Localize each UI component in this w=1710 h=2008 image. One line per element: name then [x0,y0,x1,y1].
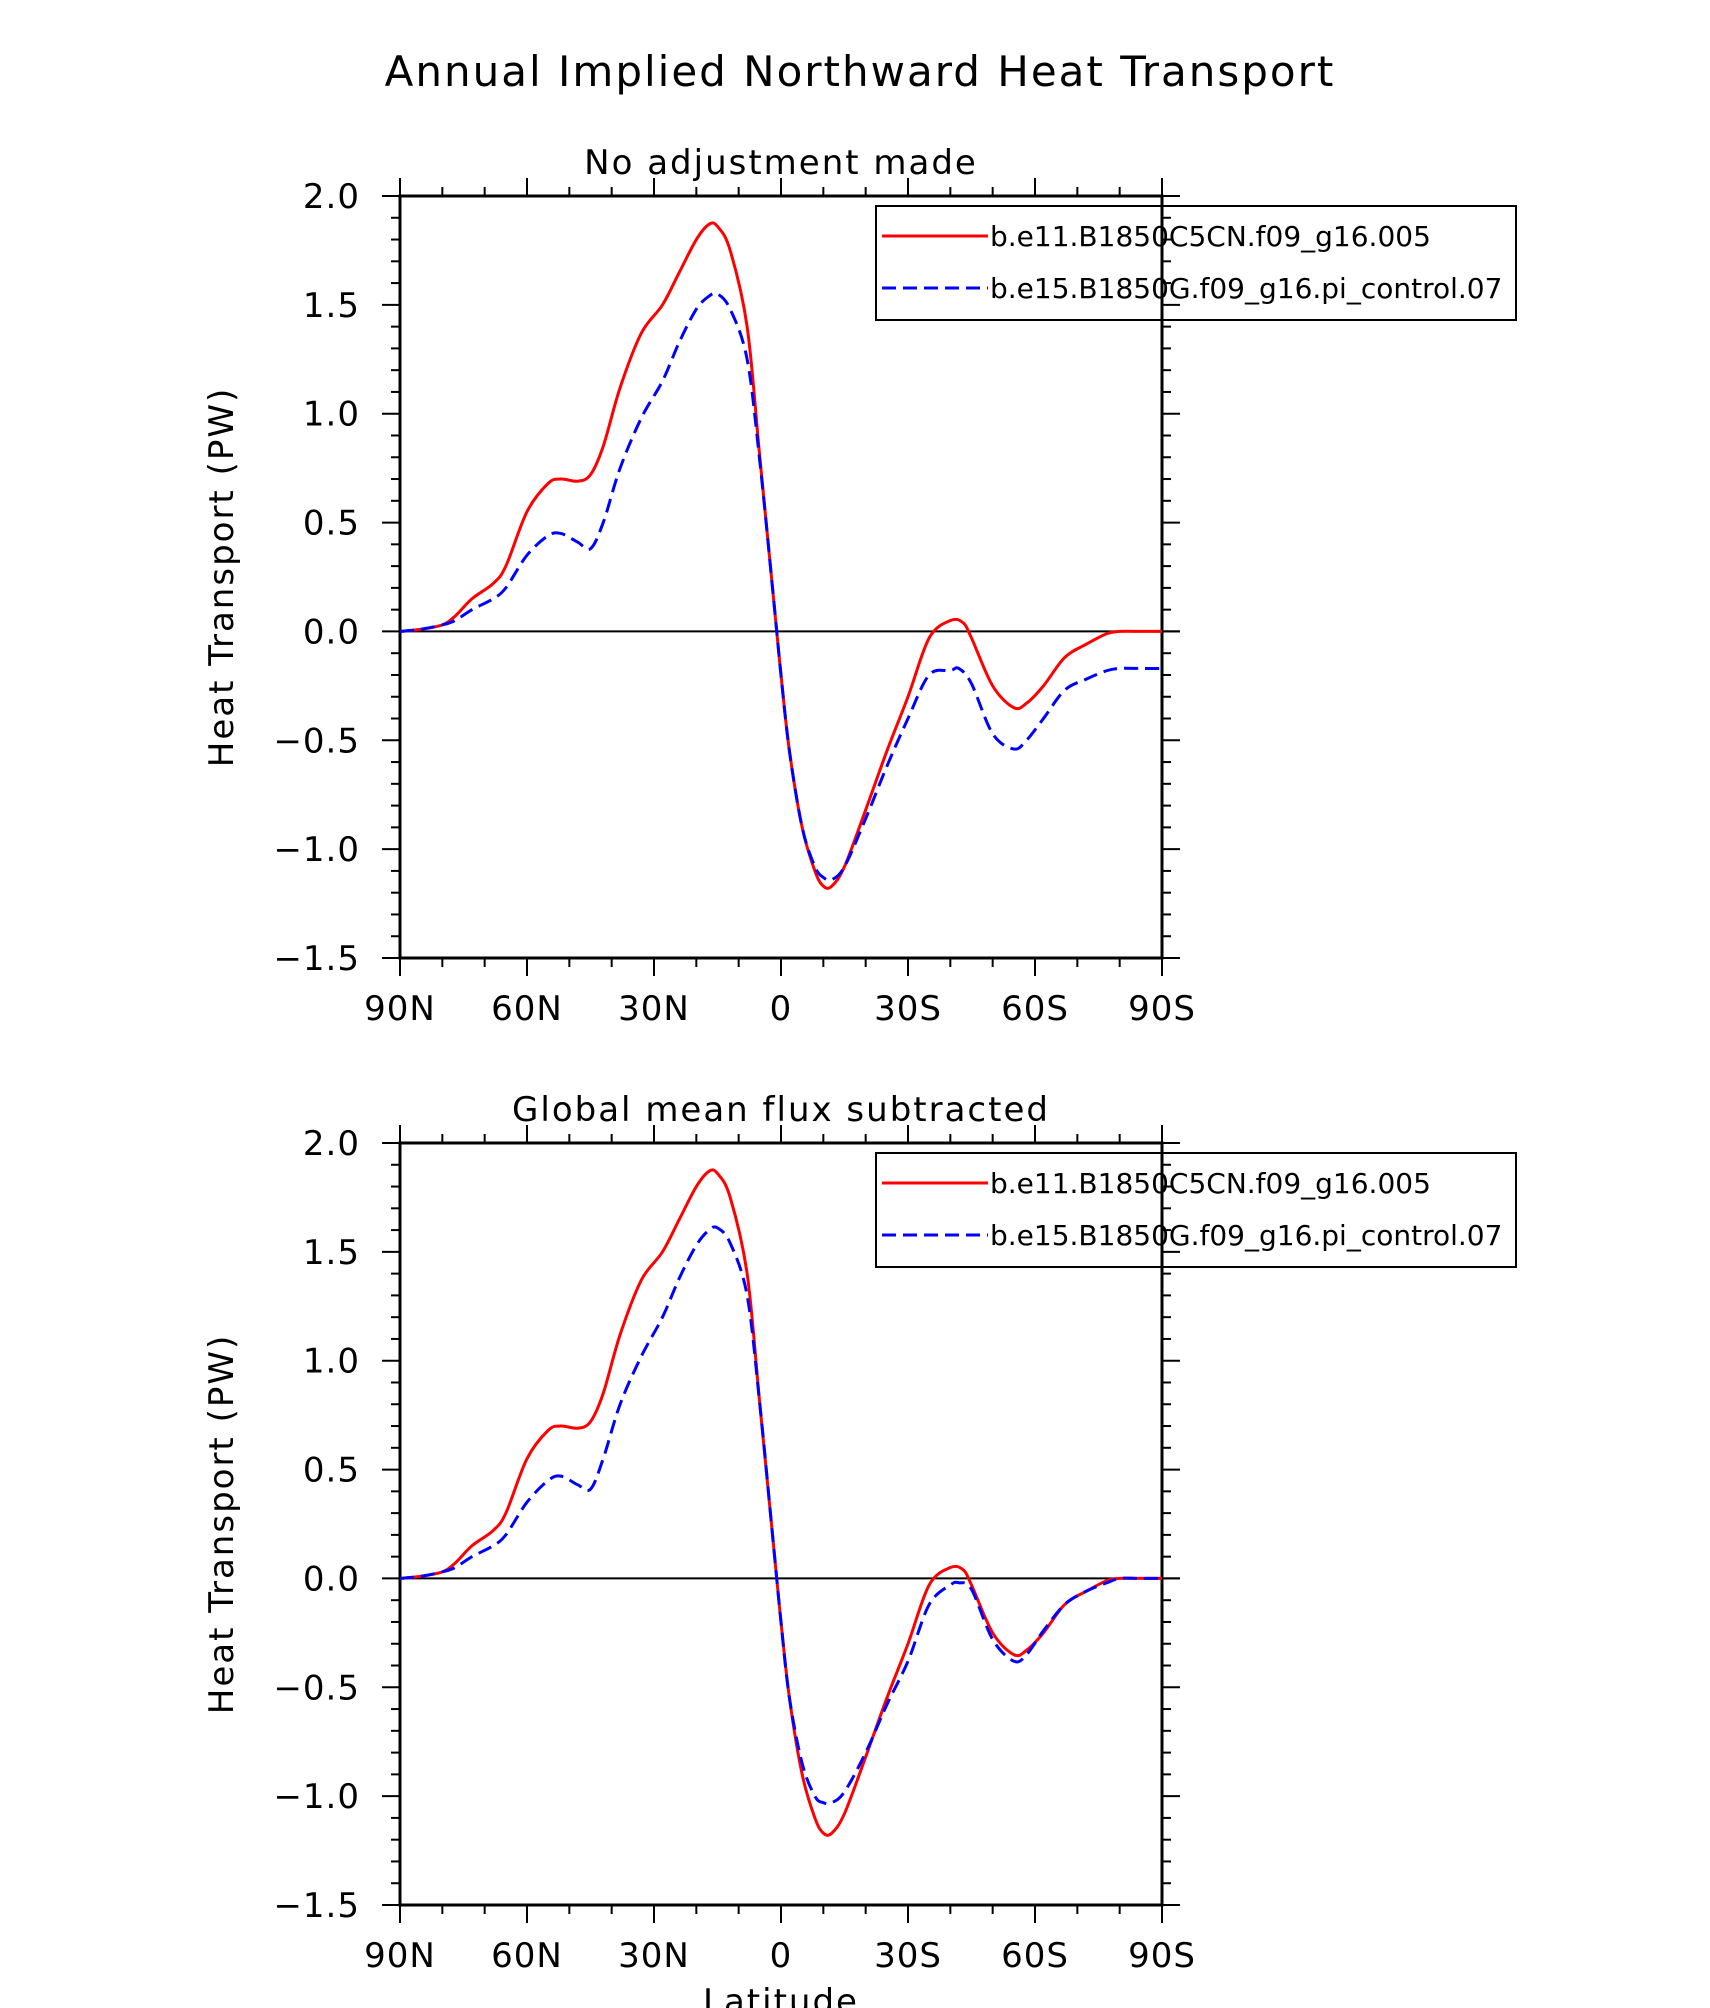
legend-entry-label: b.e11.B1850C5CN.f09_g16.005 [990,1167,1431,1200]
y-tick-label: 0.5 [303,504,360,544]
figure-title: Annual Implied Northward Heat Transport [385,47,1336,96]
x-tick-label: 60N [491,1936,563,1976]
series-line-dashed-blue [400,291,1162,882]
y-tick-label: −1.5 [273,939,360,979]
chart-panel-no-adjustment: No adjustment made 2.0 1.5 1.0 0.5 0.0 −0.5 −1.… [202,143,1517,1029]
legend-box [875,1152,1517,1268]
y-axis-label: Heat Transport (PW) [202,1334,242,1714]
plot-title: No adjustment made [584,143,978,183]
plot-frame [398,194,1164,960]
plot-frame [398,1141,1164,1907]
y-tick-label: 1.5 [303,286,360,326]
x-tick-label: 30N [618,1936,690,1976]
plot-title: Global mean flux subtracted [512,1090,1050,1130]
series-line-solid-red [400,1168,1162,1837]
y-tick-label: 2.0 [303,177,360,217]
y-tick-label: −0.5 [273,721,360,761]
y-tick-label: −1.0 [273,830,360,870]
chart-panel-global-mean-subtracted: Global mean flux subtracted 2.0 1.5 1.0 0.5 0… [202,1090,1517,2008]
x-axis-label: Latitude [703,1982,859,2008]
legend: b.e11.B1850C5CN.f09_g16.005 b.e15.B1850G.… [875,1152,1517,1268]
y-tick-label: −0.5 [273,1668,360,1708]
series-line-solid-red [400,221,1162,890]
y-tick-label: 2.0 [303,1124,360,1164]
x-tick-label: 0 [770,989,793,1029]
x-tick-label: 30S [874,989,942,1029]
x-tick-label: 60N [491,989,563,1029]
y-tick-label: 1.5 [303,1233,360,1273]
x-tick-label: 60S [1001,989,1069,1029]
y-tick-label: 1.0 [303,395,360,435]
series-line-dashed-blue [400,1225,1162,1806]
y-tick-label: 1.0 [303,1342,360,1382]
y-tick-label: −1.0 [273,1777,360,1817]
x-tick-label: 30N [618,989,690,1029]
x-tick-label: 60S [1001,1936,1069,1976]
y-tick-label: 0.0 [303,612,360,652]
x-tick-label: 90S [1128,1936,1196,1976]
legend-box [875,205,1517,321]
legend-entry-label: b.e15.B1850G.f09_g16.pi_control.07 [990,1219,1502,1252]
y-tick-label: 0.0 [303,1559,360,1599]
x-tick-label: 90S [1128,989,1196,1029]
y-tick-label: −1.5 [273,1886,360,1926]
x-tick-label: 90N [364,1936,436,1976]
y-axis-label: Heat Transport (PW) [202,387,242,767]
legend-entry-label: b.e15.B1850G.f09_g16.pi_control.07 [990,272,1502,305]
x-tick-label: 30S [874,1936,942,1976]
y-tick-label: 0.5 [303,1451,360,1491]
x-tick-label: 90N [364,989,436,1029]
legend-entry-label: b.e11.B1850C5CN.f09_g16.005 [990,220,1431,253]
x-tick-label: 0 [770,1936,793,1976]
legend: b.e11.B1850C5CN.f09_g16.005 b.e15.B1850G.… [875,205,1517,321]
